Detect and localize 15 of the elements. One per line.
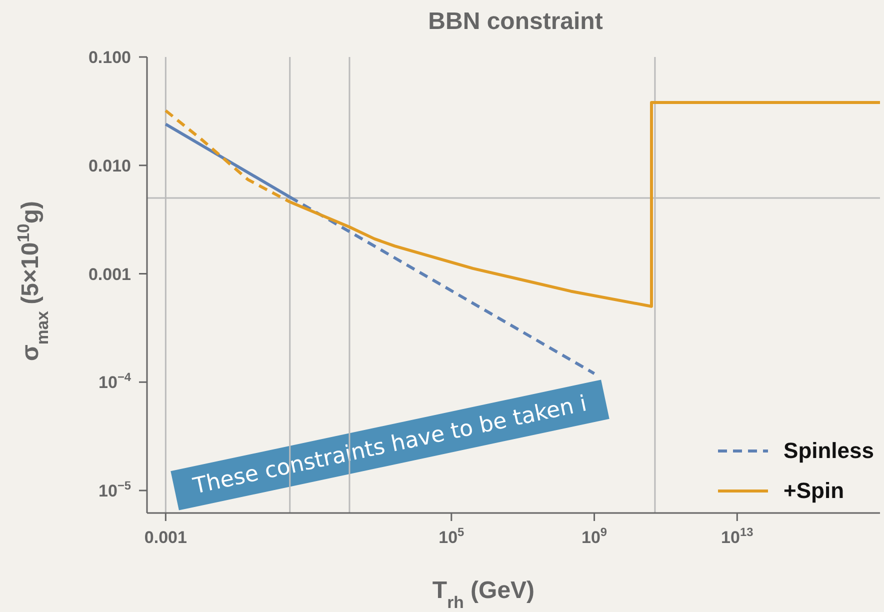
y-tick-label: 0.001 xyxy=(88,264,131,284)
y-tick-label: 0.010 xyxy=(88,156,131,176)
y-tick-label: 10$^{−4}$ xyxy=(98,370,132,392)
x-tick-label: 10$^{5}$ xyxy=(438,525,465,547)
legend-label: +Spin xyxy=(784,478,844,504)
ribbon-banner: These constraints have to be taken i xyxy=(170,380,610,510)
x-tick-label: 10$^{9}$ xyxy=(581,525,608,547)
y-tick-label: 10$^{−5}$ xyxy=(98,478,132,500)
annotation: These constraints have to be taken i xyxy=(191,391,589,499)
y-tick-label: 0.100 xyxy=(88,48,131,67)
x-axis-title: T$_{rh}$ (GeV) xyxy=(432,577,535,612)
legend-label: Spinless xyxy=(784,438,874,464)
x-tick-label: 0.001 xyxy=(144,528,187,547)
chart-title: BBN constraint xyxy=(427,8,604,36)
x-tick-label: 10$^{13}$ xyxy=(721,525,754,547)
